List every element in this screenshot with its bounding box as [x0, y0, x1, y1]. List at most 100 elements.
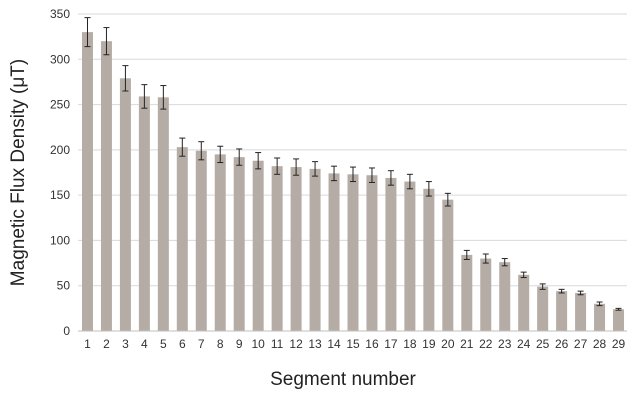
x-tick-label: 26	[555, 337, 569, 351]
bar	[594, 303, 606, 331]
bar	[537, 286, 549, 331]
error-bar	[160, 85, 167, 110]
x-tick-label: 8	[217, 337, 224, 351]
error-bar	[274, 157, 281, 175]
bar	[518, 274, 530, 331]
error-bar	[577, 290, 584, 296]
error-bar	[615, 307, 622, 311]
x-tick-label: 7	[198, 337, 205, 351]
error-bar	[122, 65, 129, 92]
bar	[499, 262, 511, 331]
x-axis-title: Segment number	[270, 369, 416, 390]
bar	[100, 41, 112, 332]
bar	[119, 78, 131, 331]
error-bar	[179, 137, 186, 157]
bar	[195, 150, 207, 331]
error-bar	[141, 84, 148, 109]
error-bar	[539, 283, 546, 290]
bar	[442, 199, 454, 331]
bar	[575, 292, 587, 331]
error-bar	[331, 165, 338, 182]
y-axis-tick-labels: 0 50 100 150 200 250 300 350	[50, 7, 70, 338]
error-bar	[387, 170, 394, 186]
x-axis-tick-labels: 1 2 3 4 5 6 7 8 9 10 11 12 13 14 15 16 17 18 19 20 21 22 23 24 2…	[84, 337, 625, 351]
x-tick-label: 24	[517, 337, 531, 351]
y-tick-label: 0	[63, 324, 70, 338]
bar	[271, 166, 283, 331]
error-bars	[84, 17, 622, 311]
y-tick-label: 250	[50, 98, 70, 112]
bar	[480, 258, 492, 331]
error-bar	[501, 258, 508, 267]
error-bar	[425, 181, 432, 197]
x-tick-label: 22	[479, 337, 493, 351]
x-tick-label: 3	[122, 337, 129, 351]
bar	[157, 97, 169, 331]
bar	[252, 160, 264, 331]
bar	[214, 154, 226, 331]
bar	[423, 188, 435, 331]
x-tick-label: 5	[160, 337, 167, 351]
x-tick-label: 25	[536, 337, 550, 351]
bar	[347, 174, 359, 331]
error-bar	[520, 271, 527, 279]
y-tick-label: 350	[50, 7, 70, 21]
y-tick-label: 100	[50, 233, 70, 247]
x-tick-label: 2	[103, 337, 110, 351]
bar	[81, 32, 93, 331]
x-tick-label: 15	[346, 337, 360, 351]
bar	[556, 291, 568, 331]
error-bar	[596, 301, 603, 307]
x-tick-label: 6	[179, 337, 186, 351]
bar	[290, 167, 302, 331]
x-tick-label: 10	[251, 337, 265, 351]
x-tick-label: 16	[365, 337, 379, 351]
x-tick-label: 14	[327, 337, 341, 351]
error-bar	[103, 27, 110, 56]
error-bar	[368, 167, 375, 183]
error-bar	[444, 192, 451, 207]
error-bar	[482, 253, 489, 264]
x-tick-label: 1	[84, 337, 91, 351]
x-tick-label: 19	[422, 337, 436, 351]
error-bar	[236, 148, 243, 166]
error-bar	[84, 17, 91, 48]
bar	[366, 175, 378, 331]
error-bar	[293, 158, 300, 176]
x-tick-label: 11	[271, 337, 284, 351]
y-axis-title: Magnetic Flux Density (μT)	[8, 59, 29, 286]
bar	[385, 177, 397, 331]
x-tick-label: 23	[498, 337, 512, 351]
y-tick-label: 200	[50, 143, 70, 157]
x-tick-label: 13	[308, 337, 322, 351]
error-bar	[406, 173, 413, 190]
bar	[233, 157, 245, 331]
error-bar	[558, 288, 565, 294]
x-tick-label: 18	[403, 337, 417, 351]
x-tick-label: 20	[441, 337, 455, 351]
bar	[138, 96, 150, 331]
y-tick-label: 300	[50, 52, 70, 66]
bar	[461, 254, 473, 331]
bar	[176, 147, 188, 331]
x-tick-label: 28	[593, 337, 607, 351]
error-bar	[312, 161, 319, 177]
error-bar	[463, 249, 470, 260]
x-tick-label: 9	[236, 337, 243, 351]
bar	[328, 173, 340, 331]
bars	[81, 32, 625, 332]
x-tick-label: 17	[384, 337, 398, 351]
x-tick-label: 21	[460, 337, 474, 351]
x-tick-label: 27	[574, 337, 588, 351]
y-tick-label: 150	[50, 188, 70, 202]
error-bar	[217, 145, 224, 164]
bar	[404, 181, 416, 331]
error-bar	[350, 166, 356, 183]
x-tick-label: 12	[289, 337, 303, 351]
bar	[309, 168, 321, 331]
y-tick-label: 50	[57, 279, 71, 293]
error-bar	[255, 152, 262, 170]
bar	[613, 309, 625, 331]
x-tick-label: 4	[141, 337, 148, 351]
